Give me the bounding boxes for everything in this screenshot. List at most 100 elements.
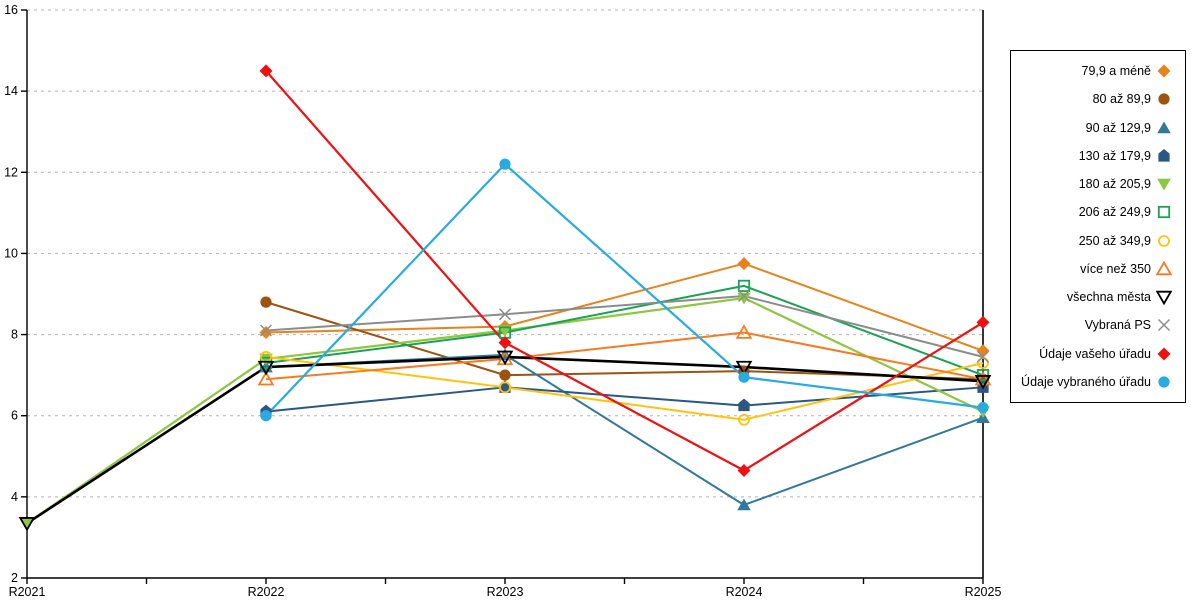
legend-label: Údaje vašeho úřadu [1039, 346, 1151, 361]
legend-label: všechna města [1066, 290, 1151, 305]
legend-item[interactable]: Vybraná PS [1011, 314, 1185, 336]
data-point[interactable] [257, 360, 275, 376]
series-line-11 [265, 163, 984, 417]
data-point[interactable] [259, 324, 273, 337]
data-point[interactable] [737, 257, 751, 271]
x-tick-label: R2024 [726, 585, 763, 599]
x-tick-label: R2021 [9, 585, 46, 599]
y-tick-label: 8 [11, 328, 18, 342]
data-point[interactable] [259, 64, 273, 78]
data-point[interactable] [737, 463, 751, 477]
data-point[interactable] [499, 158, 511, 170]
series-markers-4 [20, 292, 990, 530]
data-point[interactable] [498, 308, 512, 321]
legend-item[interactable]: 180 až 205,9 [1011, 173, 1185, 195]
data-point[interactable] [259, 353, 273, 366]
y-tick-label: 6 [11, 409, 18, 423]
legend-item[interactable]: 130 až 179,9 [1011, 145, 1185, 167]
series-line-9 [265, 295, 984, 358]
data-point[interactable] [737, 292, 751, 305]
y-tick-label: 2 [11, 571, 18, 585]
legend-item[interactable]: Údaje vašeho úřadu [1011, 343, 1185, 365]
data-point[interactable] [977, 402, 989, 414]
legend-item[interactable]: 250 až 349,9 [1011, 230, 1185, 252]
data-point[interactable] [977, 357, 989, 369]
circle-marker-icon [1158, 376, 1170, 388]
data-point[interactable] [499, 381, 511, 394]
data-point[interactable] [738, 413, 750, 426]
series-markers-9 [259, 289, 990, 363]
x-tick-label: R2022 [248, 585, 285, 599]
diamond-marker-icon [1157, 64, 1171, 78]
x-axis-ticks: R2021 R2022 R2023 R2024 R2025 [9, 578, 1002, 599]
data-point[interactable] [260, 410, 272, 422]
series-line-2 [265, 353, 984, 506]
legend-label: 80 až 89,9 [1092, 92, 1151, 107]
x-tick-label: R2025 [965, 585, 1002, 599]
legend-item[interactable]: více než 350 [1011, 258, 1185, 280]
triangle-up-marker-icon [1156, 260, 1172, 276]
circle-marker-icon [1158, 234, 1170, 247]
legend-item[interactable]: 79,9 a méně [1011, 60, 1185, 82]
legend-label: více než 350 [1080, 261, 1151, 276]
data-point[interactable] [18, 517, 36, 532]
series-markers-8 [18, 350, 992, 532]
series-markers-10 [259, 64, 990, 477]
data-point[interactable] [499, 369, 511, 381]
data-point[interactable] [737, 498, 751, 511]
axes [26, 10, 984, 579]
data-point[interactable] [976, 315, 990, 329]
legend-label: 206 až 249,9 [1078, 205, 1151, 220]
legend-label: 130 až 179,9 [1078, 148, 1151, 163]
chart-legend: 79,9 a méně 80 až 89,9 90 až 129,9 130 až 1… [1010, 50, 1186, 403]
legend-item[interactable]: 80 až 89,9 [1011, 88, 1185, 110]
y-tick-label: 4 [11, 490, 18, 504]
triangle-up-marker-icon [1157, 121, 1171, 133]
triangle-down-marker-icon [1156, 290, 1172, 306]
series-line-7 [265, 331, 984, 381]
data-point[interactable] [735, 360, 753, 376]
diamond-marker-icon [1157, 347, 1171, 361]
data-point[interactable] [974, 375, 992, 390]
y-axis-ticks: 2 4 6 8 10 12 14 16 [4, 3, 27, 585]
legend-label: 79,9 a méně [1081, 64, 1152, 79]
legend-label: Vybraná PS [1084, 318, 1151, 333]
data-point[interactable] [20, 517, 34, 530]
data-point[interactable] [737, 289, 751, 303]
circle-marker-icon [1158, 93, 1170, 105]
data-point[interactable] [738, 371, 750, 383]
data-point[interactable] [738, 398, 750, 412]
data-point[interactable] [974, 370, 992, 386]
data-point[interactable] [735, 324, 753, 339]
data-point[interactable] [260, 296, 272, 308]
data-point[interactable] [496, 350, 514, 366]
x-tick-label: R2023 [487, 585, 524, 599]
legend-item[interactable]: všechna města [1011, 286, 1185, 308]
legend-label: 250 až 349,9 [1078, 233, 1151, 248]
legend-item[interactable]: 90 až 129,9 [1011, 117, 1185, 139]
square-marker-icon [1157, 206, 1171, 219]
legend-item[interactable]: Údaje vybraného úřadu [1011, 371, 1185, 393]
y-tick-label: 16 [4, 3, 18, 17]
data-point[interactable] [976, 350, 990, 363]
series-line-5 [265, 284, 984, 377]
y-tick-label: 10 [4, 246, 18, 260]
series-lines [26, 70, 984, 525]
data-point[interactable] [737, 279, 751, 292]
series-line-3 [265, 386, 984, 413]
data-point[interactable] [498, 336, 512, 350]
series-markers [18, 64, 992, 532]
pentagon-marker-icon [1158, 148, 1170, 162]
legend-label: 90 až 129,9 [1085, 120, 1151, 135]
series-markers-11 [260, 158, 989, 422]
triangle-down-marker-icon [1157, 178, 1171, 191]
y-tick-label: 12 [4, 165, 18, 179]
legend-item[interactable]: 206 až 249,9 [1011, 201, 1185, 223]
series-line-0 [265, 262, 984, 352]
x-marker-icon [1157, 319, 1171, 332]
data-point[interactable] [257, 370, 275, 386]
series-line-10 [265, 70, 984, 472]
data-point[interactable] [259, 326, 273, 340]
